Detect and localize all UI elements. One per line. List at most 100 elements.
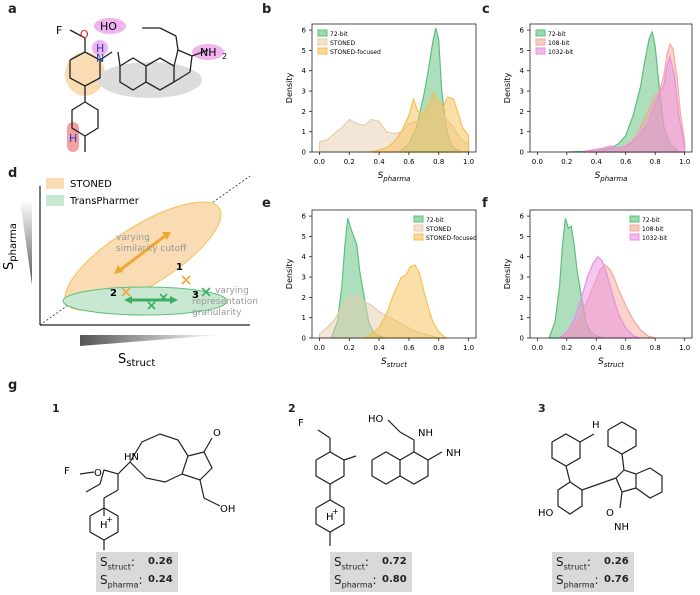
y-tick-label: 6 [520,27,525,35]
y-tick-label: 4 [302,67,307,75]
x-tick-label: 0.8 [433,158,444,166]
density-chart-f: 0.0 0.2 0.4 0.6 0.8 1.0 0 1 2 3 4 5 6 Density Sstruct 7… [503,209,693,369]
atom-label: O [80,28,89,41]
x-axis-label: Sstruct [598,357,624,369]
molecule-1-structure: F O O OH HN H + [64,428,235,550]
score-box-3: Sstruct: 0.26 Spharma: 0.76 [552,552,634,592]
x-tick-label: 0.0 [532,344,543,352]
y-tick-label: 4 [520,253,525,261]
atom-label: F [64,466,70,477]
legend-swatch [413,215,424,223]
x-tick-label: 0.8 [650,344,661,352]
molecule-number-3: 3 [538,402,546,415]
legend-label: 108-bit [548,40,570,47]
x-tick-label: 0.6 [403,344,415,352]
positive-highlight [67,122,79,152]
x-gradient [80,335,220,346]
y-axis-label: Density [503,73,512,104]
atom-label: NH [418,428,433,439]
x-tick-label: 0.2 [561,158,572,166]
legend-swatch [317,38,328,46]
s-struct-value: 0.72 [382,556,407,567]
legend-label-transpharmer: TransPharmer [69,196,140,207]
x-axis-label: Sstruct [118,352,155,369]
y-tick-label: 5 [520,233,524,241]
y-tick-label: 0 [520,335,524,343]
x-tick-label: 0.0 [314,344,325,352]
legend-label: STONED [330,40,355,47]
y-tick-label: 4 [520,67,525,75]
y-tick-label: 0 [520,149,524,157]
legend-label: STONED-focused [330,49,381,56]
legend-label: 108-bit [642,226,664,233]
atom-label: HO [538,508,554,519]
legend-swatch-transpharmer [46,195,64,206]
x-tick-label: 0.4 [374,158,386,166]
panel-label-g: g [8,378,18,393]
schematic-d: 1 2 3 varying similarity cutoff varying … [2,175,258,369]
density-chart-b: 0.0 0.2 0.4 0.6 0.8 1.0 0 1 2 3 4 5 6 Density Spharma 7… [285,23,477,183]
legend-label: 1032-bit [642,235,668,242]
hbond-highlight [92,40,108,56]
atom-label: HN [124,452,139,463]
panel-label-d: d [8,166,18,181]
legend-swatch [535,29,546,37]
s-pharma-value: 0.24 [148,574,173,585]
y-gradient [20,200,32,285]
panel-label-c: c [482,2,490,17]
x-tick-label: 0.4 [374,344,386,352]
plot-frame [529,209,693,339]
x-tick-label: 1.0 [463,158,474,166]
legend-label: 72-bit [642,217,660,224]
y-tick-label: 0 [302,335,306,343]
panel-label-a: a [8,2,17,17]
atom-label: + [106,515,113,524]
legend-swatch [629,233,640,241]
molecule-number-1: 1 [52,402,60,415]
y-tick-label: 2 [302,108,306,116]
point-label-3: 3 [192,290,199,301]
y-tick-label: 6 [302,213,307,221]
y-tick-label: 1 [302,128,306,136]
atom-label: + [332,507,339,516]
score-pharma-row: Spharma: 0.24 [100,573,173,590]
score-struct-row: Sstruct: 0.26 [556,555,629,572]
legend-label: 72-bit [330,31,348,38]
arrow-head [124,296,132,304]
score-struct-row: Sstruct: 0.72 [334,555,407,572]
stoned-arrow [119,234,166,272]
arrow-head [170,296,178,304]
legend-swatch [629,215,640,223]
y-axis-label: Density [285,259,294,290]
atom-label: H [592,420,600,431]
x-axis-label: Sstruct [381,357,407,369]
legend-label: 72-bit [548,31,566,38]
legend-label: STONED [426,226,451,233]
panel-label-f: f [482,196,488,211]
panel-label-b: b [262,2,272,17]
atom-label: HO [368,414,384,425]
y-tick-label: 3 [302,88,306,96]
sample-markers [121,275,211,310]
x-tick-label: 0.4 [591,158,603,166]
legend-swatch-stoned [46,178,64,189]
y-tick-label: 2 [520,108,524,116]
x-tick-label: 0.0 [532,158,543,166]
y-tick-label: 5 [520,47,524,55]
y-axis-label: Density [285,73,294,104]
y-tick-label: 6 [302,27,307,35]
y-tick-label: 1 [520,128,524,136]
score-pharma-row: Spharma: 0.76 [556,573,629,590]
x-tick-label: 0.6 [403,158,415,166]
y-tick-label: 2 [520,294,524,302]
atom-label: NH [446,448,461,459]
y-tick-label: 3 [520,88,524,96]
x-tick-label: 0.8 [433,344,444,352]
x-tick-label: 0.2 [561,344,572,352]
y-tick-label: 1 [520,314,524,322]
legend-swatch [413,224,424,232]
x-tick-label: 1.0 [463,344,474,352]
aromatic-highlight-core [98,62,202,98]
atom-label: F [298,418,304,429]
score-struct-row: Sstruct: 0.26 [100,555,173,572]
